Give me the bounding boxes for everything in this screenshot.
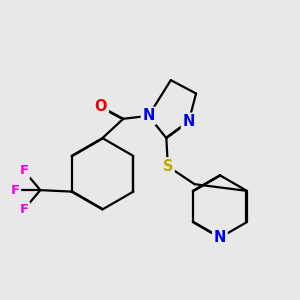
Text: N: N	[142, 108, 155, 123]
Text: N: N	[214, 230, 226, 245]
Text: F: F	[20, 203, 28, 216]
Text: S: S	[163, 159, 173, 174]
Text: O: O	[95, 99, 107, 114]
Text: F: F	[11, 184, 20, 196]
Text: N: N	[182, 114, 195, 129]
Text: F: F	[20, 164, 28, 177]
